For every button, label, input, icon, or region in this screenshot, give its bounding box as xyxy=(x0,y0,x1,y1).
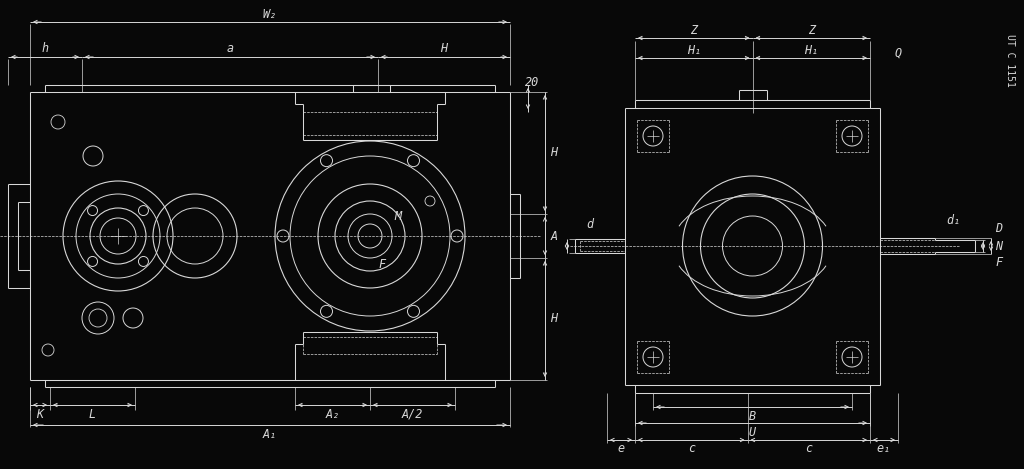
Text: H₁: H₁ xyxy=(804,44,818,56)
Text: c: c xyxy=(805,442,812,455)
Text: F: F xyxy=(995,256,1002,268)
Text: Z: Z xyxy=(690,23,697,37)
Text: M: M xyxy=(394,210,401,222)
Text: A₁: A₁ xyxy=(263,428,278,440)
Text: A₂: A₂ xyxy=(326,408,340,421)
Text: e: e xyxy=(617,442,625,455)
Text: H: H xyxy=(440,43,447,55)
Text: A/2: A/2 xyxy=(401,408,423,421)
Text: 20: 20 xyxy=(525,76,539,89)
Text: Q: Q xyxy=(894,46,901,60)
Text: D: D xyxy=(995,221,1002,234)
Text: K: K xyxy=(37,408,44,421)
Text: A: A xyxy=(551,229,557,242)
Text: H₁: H₁ xyxy=(687,44,700,56)
Text: W₂: W₂ xyxy=(263,8,278,21)
Text: h: h xyxy=(41,43,48,55)
Text: H: H xyxy=(551,146,557,159)
Text: d₁: d₁ xyxy=(946,214,961,227)
Text: a: a xyxy=(226,43,233,55)
Text: N: N xyxy=(995,240,1002,252)
Text: d: d xyxy=(587,218,594,230)
Text: B: B xyxy=(749,409,756,423)
Text: Z: Z xyxy=(808,23,815,37)
Text: F: F xyxy=(379,257,386,271)
Text: L: L xyxy=(89,408,96,421)
Text: H: H xyxy=(551,312,557,325)
Text: c: c xyxy=(688,442,695,455)
Text: e₁: e₁ xyxy=(877,442,891,455)
Text: U: U xyxy=(749,425,756,439)
Text: UT C 1151: UT C 1151 xyxy=(1005,34,1015,86)
